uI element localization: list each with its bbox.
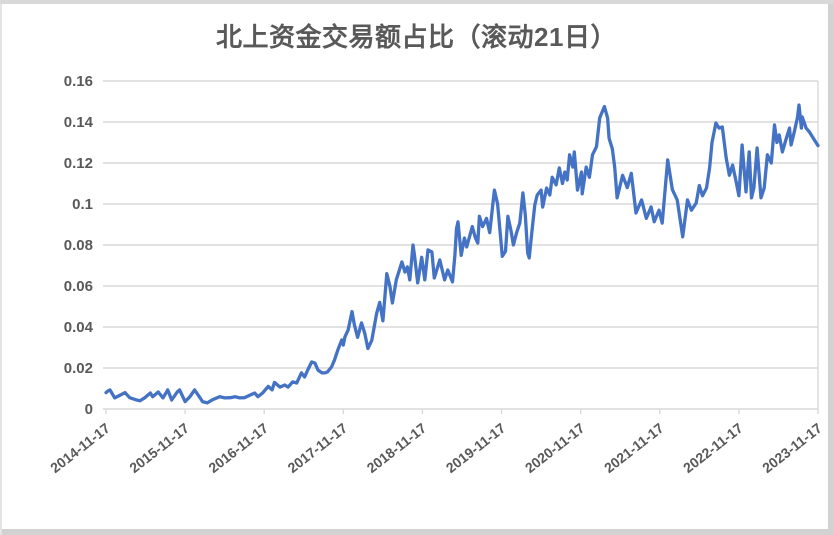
y-axis-label: 0.12 (64, 155, 93, 172)
x-axis-label: 2022-11-17 (680, 420, 746, 476)
x-axis-label: 2016-11-17 (205, 420, 271, 476)
data-line (104, 103, 820, 405)
chart-title: 北上资金交易额占比（滚动21日） (216, 22, 617, 52)
y-axis-label: 0.04 (64, 319, 94, 336)
x-axis-label: 2020-11-17 (522, 420, 588, 476)
x-axis-label: 2014-11-17 (47, 420, 113, 476)
x-axis-label: 2015-11-17 (126, 420, 192, 476)
y-axis-label: 0.08 (64, 237, 93, 254)
y-axis-label: 0.1 (72, 196, 93, 213)
y-axis-label: 0.16 (64, 73, 93, 90)
y-axis-label: 0.02 (64, 360, 93, 377)
x-axis-label: 2023-11-17 (759, 420, 825, 476)
x-axis-label: 2021-11-17 (601, 420, 667, 476)
x-axis-label: 2019-11-17 (443, 420, 509, 476)
x-axis-label: 2017-11-17 (285, 420, 351, 476)
y-axis-label: 0 (85, 401, 93, 418)
y-axis-label: 0.06 (64, 278, 93, 295)
y-axis-label: 0.14 (64, 114, 94, 131)
x-axis-label: 2018-11-17 (364, 420, 430, 476)
